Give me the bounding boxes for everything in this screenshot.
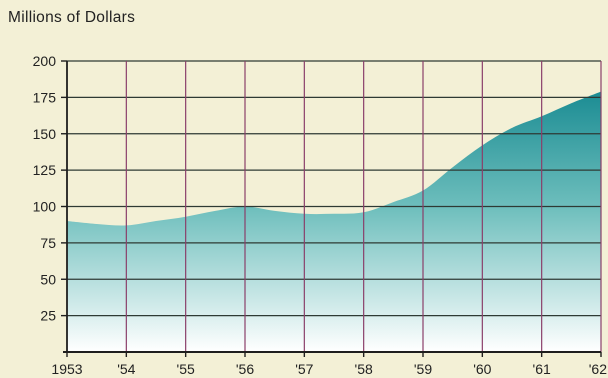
y-tick-label: 125 bbox=[33, 162, 57, 178]
x-tick-label: '55 bbox=[177, 361, 195, 377]
area-series bbox=[67, 91, 601, 352]
y-tick-label: 175 bbox=[33, 89, 57, 105]
x-tick-label: '58 bbox=[355, 361, 373, 377]
y-axis-unit-label: Millions of Dollars bbox=[8, 9, 136, 26]
x-tick-label: '61 bbox=[533, 361, 551, 377]
x-tick-label: '57 bbox=[295, 361, 313, 377]
y-tick-label: 50 bbox=[40, 271, 56, 287]
y-tick-label: 100 bbox=[33, 199, 57, 215]
y-tick-label: 200 bbox=[33, 53, 57, 69]
x-tick-label: '59 bbox=[414, 361, 432, 377]
x-tick-label: '56 bbox=[236, 361, 254, 377]
y-tick-label: 25 bbox=[40, 308, 56, 324]
x-tick-label: '60 bbox=[473, 361, 491, 377]
x-tick-label: '62 bbox=[589, 361, 607, 377]
x-tick-label: 1953 bbox=[51, 361, 82, 377]
y-tick-label: 75 bbox=[40, 235, 56, 251]
y-tick-label: 150 bbox=[33, 126, 57, 142]
x-tick-label: '54 bbox=[117, 361, 135, 377]
